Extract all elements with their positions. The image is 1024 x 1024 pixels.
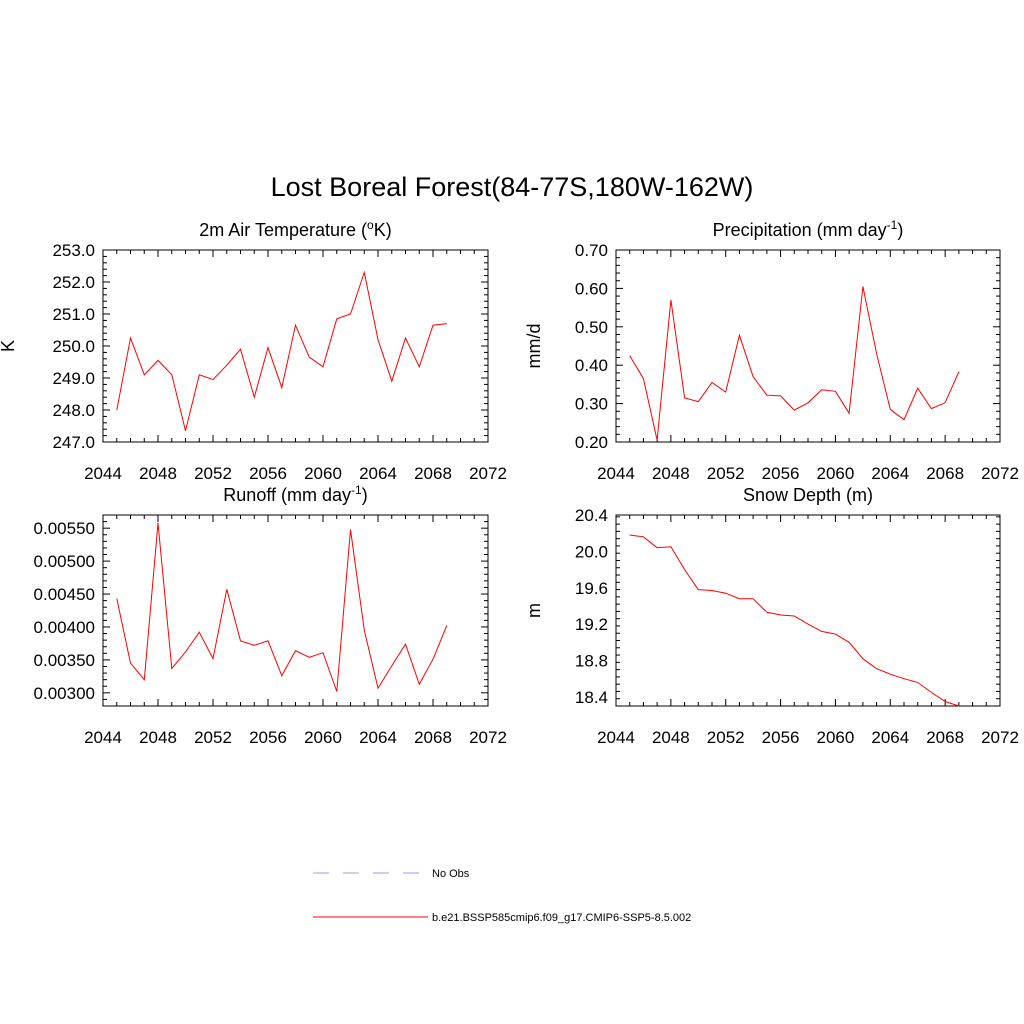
y-tick-label: 253.0	[52, 241, 95, 260]
x-tick-label: 2048	[652, 728, 690, 747]
legend-label-model: b.e21.BSSP585cmip6.f09_g17.CMIP6-SSP5-8.…	[432, 912, 691, 924]
x-tick-label: 2052	[707, 728, 745, 747]
x-tick-label: 2072	[981, 728, 1019, 747]
panel-2: Precipitation (mm day-1) 2044 2048 2052 2056…	[524, 218, 1019, 483]
series-line	[629, 286, 960, 441]
series-line	[116, 270, 447, 431]
y-tick-label: 249.0	[52, 369, 95, 388]
panel-title-main: 2m Air Temperature (	[199, 220, 367, 240]
plot-frame	[615, 514, 1001, 707]
y-tick-label: 0.40	[575, 356, 608, 375]
x-tick-label: 2068	[414, 464, 452, 483]
y-tick-label: 0.00400	[34, 618, 95, 637]
panel-title-superscript: o	[367, 218, 374, 232]
x-tick-label: 2072	[469, 728, 507, 747]
plot-frame	[102, 514, 489, 707]
panels: 2m Air Temperature (oK)2044 2048 2052 2056 2…	[0, 218, 1019, 747]
y-tick-label: 0.00350	[34, 651, 95, 670]
y-tick-label: 0.50	[575, 318, 608, 337]
x-tick-label: 2044	[84, 464, 122, 483]
series-line	[116, 522, 448, 692]
panel-title-superscript: -1	[351, 483, 362, 497]
y-tick-label: 250.0	[52, 337, 95, 356]
panel-title: Runoff (mm day-1)	[223, 483, 367, 505]
panel-3: Runoff (mm day-1) 2044 2048 2052 2056 2060 206…	[34, 483, 507, 747]
x-tick-label: 2060	[817, 728, 855, 747]
panel-title-tail: )	[897, 220, 903, 240]
x-tick-label: 2064	[359, 728, 397, 747]
figure-title: Lost Boreal Forest(84-77S,180W-162W)	[271, 172, 754, 202]
y-tick-label: 0.20	[575, 433, 608, 452]
y-tick-label: 0.30	[575, 395, 608, 414]
x-tick-label: 2048	[652, 464, 690, 483]
y-tick-label: 19.6	[575, 579, 608, 598]
panel-4: Snow Depth (m) 2044 2048 2052 2056 2060 2064 20…	[524, 485, 1019, 747]
x-tick-label: 2060	[817, 464, 855, 483]
legend: No Obs b.e21.BSSP585cmip6.f09_g17.CMIP6-…	[313, 868, 691, 924]
x-tick-label: 2068	[926, 728, 964, 747]
y-tick-label: 247.0	[52, 433, 95, 452]
x-tick-label: 2056	[762, 728, 800, 747]
x-tick-label: 2064	[871, 464, 909, 483]
y-tick-label: 18.4	[575, 688, 608, 707]
panel-title: Snow Depth (m)	[743, 485, 873, 505]
panel-title-main: Precipitation (mm day	[713, 220, 887, 240]
panel-title-main: Runoff (mm day	[223, 485, 351, 505]
y-tick-label: 251.0	[52, 305, 95, 324]
series-line	[629, 534, 960, 707]
x-tick-label: 2052	[707, 464, 745, 483]
x-tick-label: 2052	[194, 728, 232, 747]
panel-title-superscript: -1	[887, 218, 898, 232]
x-tick-label: 2044	[597, 464, 635, 483]
plot-frame	[102, 249, 489, 443]
x-tick-label: 2056	[249, 464, 287, 483]
x-tick-label: 2056	[249, 728, 287, 747]
y-tick-label: 0.00500	[34, 552, 95, 571]
y-tick-label: 20.4	[575, 506, 608, 525]
y-tick-label: 0.70	[575, 241, 608, 260]
x-tick-label: 2044	[597, 728, 635, 747]
x-tick-label: 2072	[469, 464, 507, 483]
x-tick-label: 2060	[304, 728, 342, 747]
x-tick-label: 2068	[414, 728, 452, 747]
x-tick-label: 2064	[359, 464, 397, 483]
y-tick-label: 0.60	[575, 279, 608, 298]
x-tick-label: 2060	[304, 464, 342, 483]
x-tick-label: 2048	[139, 728, 177, 747]
x-tick-label: 2044	[84, 728, 122, 747]
y-tick-label: 248.0	[52, 401, 95, 420]
legend-label-no-obs: No Obs	[432, 868, 470, 880]
x-tick-label: 2056	[762, 464, 800, 483]
y-tick-label: 252.0	[52, 273, 95, 292]
y-tick-label: 18.8	[575, 652, 608, 671]
y-axis-label: K	[0, 340, 18, 352]
panel-title: 2m Air Temperature (oK)	[199, 218, 391, 240]
panel-1: 2m Air Temperature (oK) 2044 2048 2052 2056 2…	[0, 218, 507, 483]
y-tick-label: 0.00550	[34, 519, 95, 538]
panel-title-main: Snow Depth (m)	[743, 485, 873, 505]
panel-title-tail: K)	[374, 220, 392, 240]
plot-frame	[615, 249, 1001, 443]
y-axis-label: mm/d	[524, 324, 544, 369]
y-tick-label: 0.00300	[34, 684, 95, 703]
y-axis-label: m	[524, 603, 544, 618]
y-tick-label: 19.2	[575, 615, 608, 634]
x-tick-label: 2072	[981, 464, 1019, 483]
x-tick-label: 2052	[194, 464, 232, 483]
y-tick-label: 20.0	[575, 542, 608, 561]
y-tick-label: 0.00450	[34, 585, 95, 604]
x-tick-label: 2048	[139, 464, 177, 483]
x-tick-label: 2068	[926, 464, 964, 483]
panel-title-tail: )	[362, 485, 368, 505]
x-tick-label: 2064	[871, 728, 909, 747]
panel-title: Precipitation (mm day-1)	[713, 218, 904, 240]
